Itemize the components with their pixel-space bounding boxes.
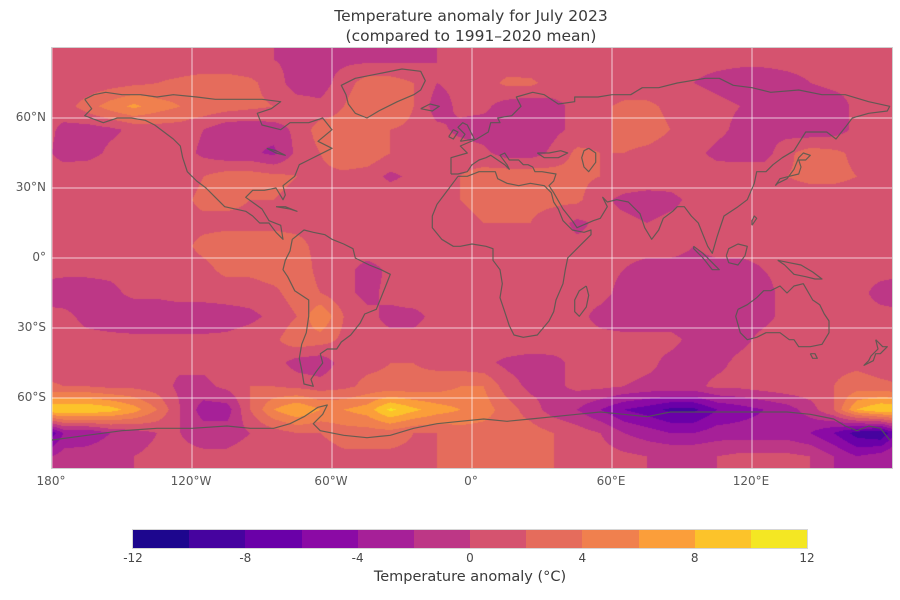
- coastline: [84, 91, 333, 240]
- chart-title: Temperature anomaly for July 2023 (compa…: [51, 6, 891, 46]
- coastline-paths: [52, 68, 891, 441]
- colorbar-segment: [582, 530, 639, 548]
- lon-tick-label: 120°E: [732, 474, 770, 488]
- colorbar-segment: [189, 530, 246, 548]
- colorbar-tick-label: 0: [466, 551, 474, 565]
- lat-tick-label: 60°N: [15, 110, 46, 124]
- map-overlay: [52, 48, 892, 468]
- coastline: [52, 404, 891, 441]
- coastline: [725, 243, 748, 266]
- coastline: [266, 147, 286, 156]
- coastline: [777, 259, 823, 280]
- colorbar-label: Temperature anomaly (°C): [373, 569, 567, 585]
- coastline: [457, 122, 475, 142]
- lon-tick-label: 180°: [36, 474, 66, 488]
- lat-tick-label: 60°S: [17, 390, 46, 404]
- coastline: [340, 68, 426, 119]
- lon-tick-label: 0°: [464, 474, 478, 488]
- lon-tick-label: 120°W: [170, 474, 212, 488]
- colorbar-tick-label: -12: [123, 551, 143, 565]
- coastline: [735, 283, 830, 348]
- coastline: [581, 147, 597, 173]
- lon-tick-label: 60°E: [596, 474, 626, 488]
- coastline: [574, 285, 590, 317]
- colorbar-segment: [133, 530, 190, 548]
- chart-title-line1: Temperature anomaly for July 2023: [334, 7, 608, 25]
- lat-tick-label: 30°S: [17, 320, 46, 334]
- lat-tick-label: 0°: [32, 250, 46, 264]
- coastline: [774, 152, 811, 187]
- coastline: [448, 129, 459, 140]
- colorbar-tick-label: 4: [578, 551, 587, 565]
- colorbar-segment: [413, 530, 471, 548]
- colorbar-segment: [750, 530, 808, 548]
- colorbar-segment: [526, 530, 583, 548]
- graticule-lines: [52, 48, 892, 468]
- coastline: [420, 103, 440, 112]
- colorbar-segment: [357, 530, 414, 548]
- colorbar-segment: [694, 530, 751, 548]
- coastline: [450, 77, 891, 254]
- chart-title-line2: (compared to 1991–2020 mean): [345, 27, 597, 45]
- coastline: [275, 206, 298, 212]
- lat-tick-label: 30°N: [15, 180, 46, 194]
- map-plot: [51, 47, 893, 469]
- colorbar-segment: [470, 530, 527, 548]
- lon-tick-label: 60°W: [314, 474, 348, 488]
- colorbar-segment: [301, 530, 358, 548]
- colorbar: [132, 529, 808, 549]
- colorbar-segment: [245, 530, 302, 548]
- colorbar-tick-label: 8: [690, 551, 699, 565]
- colorbar-tick-label: -4: [351, 551, 364, 565]
- coastline: [751, 215, 758, 226]
- coastline: [863, 339, 888, 366]
- coastline: [431, 171, 592, 338]
- colorbar-segment: [638, 530, 695, 548]
- coastline: [536, 150, 569, 159]
- colorbar-tick-label: -8: [239, 551, 252, 565]
- coastline: [809, 353, 818, 359]
- coastline: [282, 229, 391, 387]
- coastline: [693, 245, 720, 271]
- colorbar-tick-label: 12: [799, 551, 815, 565]
